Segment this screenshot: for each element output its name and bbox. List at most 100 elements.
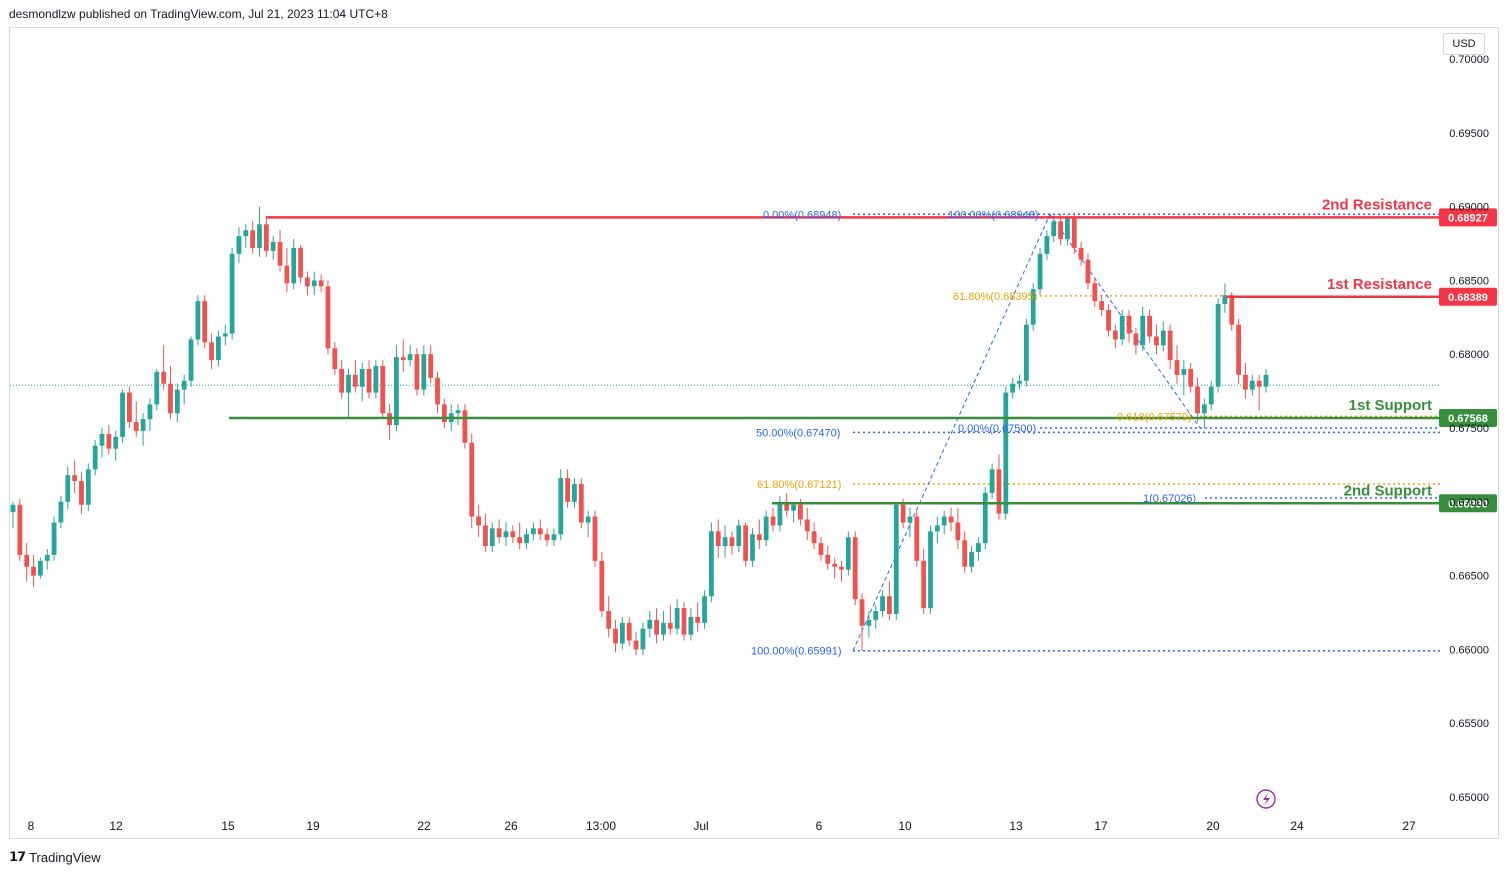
- candle-body: [1167, 330, 1173, 361]
- level-price-tag: [1439, 408, 1497, 427]
- bearish-candle: [667, 605, 673, 635]
- bullish-candle: [524, 528, 529, 550]
- bearish-candle: [1174, 345, 1180, 384]
- bullish-candle: [359, 363, 365, 402]
- bearish-candle: [387, 404, 392, 440]
- bearish-candle: [626, 616, 632, 647]
- candle-body: [517, 537, 523, 544]
- fib-level-label: 61.80%(0.67121): [757, 479, 841, 491]
- candle-body: [496, 528, 502, 538]
- candle-body: [243, 230, 249, 237]
- bullish-candle: [188, 336, 194, 387]
- bearish-candle: [133, 401, 139, 437]
- bearish-candle: [1147, 309, 1153, 343]
- price-tick-label: 0.68500: [1449, 275, 1489, 287]
- candle-body: [688, 616, 694, 635]
- bearish-candle: [1078, 242, 1084, 266]
- bearish-candle: [202, 295, 208, 349]
- candle-body: [250, 230, 256, 248]
- chart-frame[interactable]: [9, 27, 1499, 839]
- bullish-candle: [1065, 215, 1070, 245]
- candle-body: [181, 380, 187, 390]
- level-price-tag: [1439, 208, 1497, 227]
- bullish-candle: [503, 522, 509, 547]
- candle-body: [92, 445, 98, 470]
- bearish-candle: [325, 280, 331, 355]
- bearish-candle: [859, 593, 865, 651]
- candle-body: [17, 504, 23, 555]
- candle-body: [524, 534, 529, 544]
- currency-selector[interactable]: USD: [1443, 33, 1485, 55]
- time-tick-label: 15: [221, 819, 235, 833]
- candle-body: [99, 433, 105, 446]
- price-tick-label: 0.69500: [1449, 128, 1489, 140]
- bearish-candle: [715, 519, 721, 558]
- bullish-candle: [777, 495, 783, 532]
- bearish-candle: [31, 554, 36, 588]
- level-price-tag: [1439, 287, 1497, 306]
- bearish-candle: [510, 525, 516, 544]
- bullish-candle: [140, 413, 146, 446]
- candle-body: [1195, 386, 1200, 414]
- candle-body: [1106, 309, 1111, 331]
- bullish-candle: [722, 525, 728, 558]
- bullish-candle: [346, 368, 351, 420]
- candle-body: [352, 374, 358, 387]
- candle-body: [1208, 386, 1214, 405]
- bearish-candle: [770, 507, 776, 532]
- bullish-candle: [558, 469, 564, 541]
- price-axis[interactable]: 0.70000 0.69500 0.69000 0.68500 0.68000 0.675…: [1449, 54, 1489, 804]
- bullish-candle: [619, 616, 625, 650]
- candle-body: [763, 516, 769, 541]
- candle-body: [654, 619, 660, 635]
- candle-body: [209, 342, 214, 361]
- flash-icon[interactable]: [1256, 789, 1276, 809]
- time-tick-label: 22: [417, 819, 431, 833]
- price-tick-label: 0.66500: [1449, 571, 1489, 583]
- bullish-candle: [585, 510, 591, 538]
- time-tick-label: 6: [816, 819, 823, 833]
- bullish-candle: [530, 522, 536, 541]
- bearish-candle: [79, 472, 84, 514]
- bullish-candle: [181, 374, 187, 405]
- candle-body: [640, 628, 646, 650]
- bullish-candle: [51, 516, 57, 561]
- time-axis[interactable]: 8 12 15 19 22 26 13:00 Jul 6 10 13 17 20 24 27: [28, 819, 1416, 833]
- candle-body: [1119, 315, 1125, 340]
- level-lines[interactable]: 2nd Resistance 0.68927 1st Resistance 0.683…: [229, 196, 1497, 513]
- bullish-candle: [880, 590, 885, 617]
- bullish-candle: [907, 507, 913, 538]
- bearish-candle: [729, 531, 735, 555]
- bullish-candle: [893, 501, 899, 620]
- candle-body: [934, 525, 940, 532]
- candle-body: [168, 383, 173, 414]
- bullish-candle: [1037, 247, 1043, 296]
- bullish-candle: [1160, 321, 1166, 352]
- tradingview-footer[interactable]: 𝟭𝟳 TradingView: [9, 849, 101, 865]
- candle-body: [359, 368, 365, 387]
- fib-level-label: 61.80%(0.68395): [953, 291, 1037, 303]
- candle-body: [1003, 392, 1009, 514]
- candle-body: [407, 354, 413, 361]
- bullish-candle: [873, 605, 879, 629]
- bearish-candle: [17, 498, 23, 561]
- fib-level-label: 100.00%(0.65991): [751, 646, 842, 658]
- bearish-candle: [1188, 363, 1194, 393]
- time-tick-label: 27: [1402, 819, 1416, 833]
- candle-body: [435, 377, 440, 405]
- fib-level-label: 0.00%(0.68948): [763, 209, 841, 221]
- bullish-candle: [791, 501, 796, 523]
- bearish-candle: [839, 560, 844, 582]
- candle-body: [216, 336, 221, 361]
- bullish-candle: [154, 368, 160, 411]
- candle-body: [1201, 404, 1207, 414]
- candle-body: [770, 516, 776, 526]
- candle-body: [1249, 380, 1255, 390]
- candle-body: [400, 357, 406, 361]
- candle-body: [1126, 315, 1132, 334]
- candle-body: [72, 475, 78, 482]
- candle-body: [887, 596, 892, 614]
- candle-body: [1236, 324, 1242, 375]
- bearish-candle: [1154, 324, 1159, 355]
